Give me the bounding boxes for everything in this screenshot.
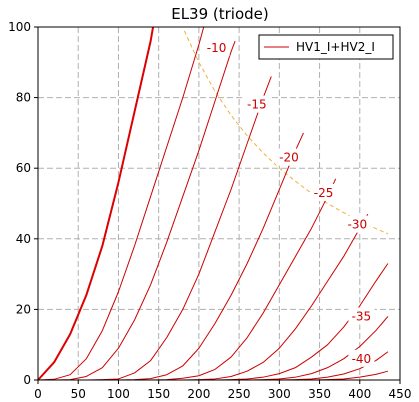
y-tick-label: 20 <box>16 302 31 316</box>
series-line-7 <box>214 263 389 381</box>
curve-label: -40 <box>352 352 372 366</box>
y-tick-label: 60 <box>16 161 31 175</box>
curve-label-bg <box>348 349 375 367</box>
series-line-6 <box>182 213 369 381</box>
x-tick-label: 350 <box>308 387 331 401</box>
curve-label: -20 <box>279 151 299 165</box>
y-tick-label: 100 <box>8 20 31 34</box>
series-line-0 <box>37 26 155 381</box>
y-tick-label: 40 <box>16 232 31 246</box>
series-line-8 <box>247 316 389 381</box>
curve-label: -25 <box>314 186 334 200</box>
x-tick-label: 250 <box>228 387 251 401</box>
curve-label-bg <box>203 39 230 57</box>
curve-label: -35 <box>352 309 372 323</box>
chart-title: EL39 (triode) <box>171 5 269 23</box>
series-line-5 <box>150 178 337 381</box>
curve-label-bg <box>275 148 302 166</box>
x-tick-label: 200 <box>187 387 210 401</box>
series-line-1 <box>37 26 205 381</box>
legend: HV1_I+HV2_I <box>258 34 394 60</box>
x-tick-label: 0 <box>34 387 42 401</box>
x-tick-label: 300 <box>268 387 291 401</box>
curve-labels: -10 -15 -20 -25 -30 -35 -40 <box>203 39 375 367</box>
curve-label-bg <box>243 95 270 113</box>
x-tick-label: 50 <box>71 387 86 401</box>
axis-ticks: 0 50 100 150 200 250 300 350 400 450 0 20 40 60 80 100 <box>8 20 411 401</box>
curve-label: -10 <box>207 41 227 55</box>
series-line-2 <box>54 40 236 381</box>
y-tick-label: 0 <box>23 373 31 387</box>
series-group <box>37 26 389 381</box>
curve-label-bg <box>344 215 371 233</box>
plot-area <box>38 27 400 380</box>
series-line-4 <box>118 132 304 381</box>
x-tick-label: 100 <box>107 387 130 401</box>
x-tick-label: 150 <box>147 387 170 401</box>
curve-label: -30 <box>348 218 368 232</box>
curve-label: -15 <box>247 98 267 112</box>
x-tick-label: 400 <box>348 387 371 401</box>
curve-label-bg <box>348 307 375 325</box>
x-tick-label: 450 <box>389 387 412 401</box>
grid <box>38 27 400 380</box>
y-tick-label: 80 <box>16 91 31 105</box>
curve-label-bg <box>310 183 337 201</box>
plot-frame <box>37 26 401 381</box>
legend-label: HV1_I+HV2_I <box>296 40 375 54</box>
series-line-3 <box>86 76 272 381</box>
